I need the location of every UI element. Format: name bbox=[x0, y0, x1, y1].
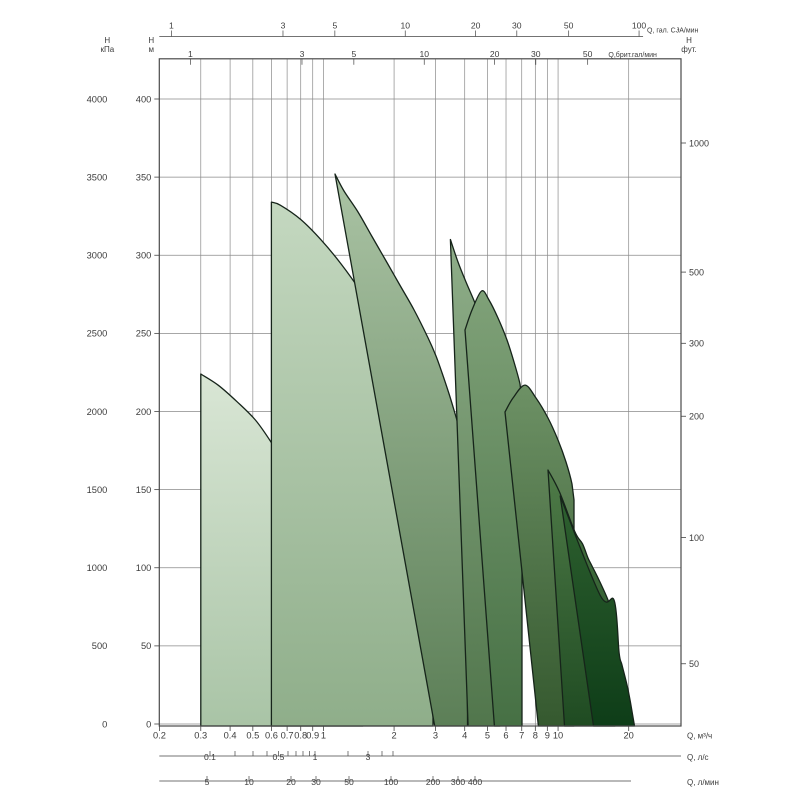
svg-text:м: м bbox=[149, 45, 155, 54]
svg-text:Q, м³/ч: Q, м³/ч bbox=[687, 732, 712, 741]
svg-text:2: 2 bbox=[391, 731, 396, 741]
svg-text:9: 9 bbox=[545, 731, 550, 741]
svg-text:50: 50 bbox=[564, 21, 574, 31]
svg-text:0.9: 0.9 bbox=[306, 731, 319, 741]
svg-text:3000: 3000 bbox=[87, 251, 108, 261]
svg-text:3500: 3500 bbox=[87, 172, 108, 182]
svg-text:1000: 1000 bbox=[87, 563, 108, 573]
svg-text:2500: 2500 bbox=[87, 329, 108, 339]
svg-text:300: 300 bbox=[136, 251, 152, 261]
svg-text:200: 200 bbox=[136, 407, 152, 417]
svg-text:0.4: 0.4 bbox=[224, 731, 237, 741]
svg-text:кПа: кПа bbox=[100, 45, 114, 54]
svg-text:1: 1 bbox=[321, 731, 326, 741]
svg-text:фут.: фут. bbox=[681, 45, 697, 54]
svg-text:4: 4 bbox=[462, 731, 467, 741]
svg-text:0.3: 0.3 bbox=[194, 731, 207, 741]
svg-text:50: 50 bbox=[583, 49, 593, 59]
svg-text:200: 200 bbox=[689, 412, 704, 422]
svg-text:500: 500 bbox=[92, 641, 108, 651]
svg-text:8: 8 bbox=[533, 731, 538, 741]
svg-text:20: 20 bbox=[624, 731, 634, 741]
svg-text:Q, л/мин: Q, л/мин bbox=[687, 778, 719, 787]
svg-text:0: 0 bbox=[146, 719, 151, 729]
svg-text:Q,брит.гал/мин: Q,брит.гал/мин bbox=[608, 51, 657, 59]
svg-text:H: H bbox=[104, 36, 110, 45]
svg-text:0.8: 0.8 bbox=[294, 731, 307, 741]
svg-text:Q, гал. СɈА/мин: Q, гал. СɈА/мин bbox=[647, 28, 698, 35]
svg-text:H: H bbox=[686, 36, 692, 45]
svg-text:3: 3 bbox=[300, 49, 305, 59]
svg-text:10: 10 bbox=[400, 21, 410, 31]
svg-text:5: 5 bbox=[485, 731, 490, 741]
svg-text:50: 50 bbox=[141, 641, 151, 651]
svg-text:250: 250 bbox=[136, 329, 152, 339]
svg-text:5: 5 bbox=[332, 21, 337, 31]
svg-text:50: 50 bbox=[689, 659, 699, 669]
svg-text:400: 400 bbox=[136, 94, 152, 104]
svg-text:0: 0 bbox=[102, 719, 107, 729]
svg-text:3: 3 bbox=[281, 21, 286, 31]
svg-text:500: 500 bbox=[689, 267, 704, 277]
svg-text:5: 5 bbox=[351, 49, 356, 59]
svg-text:0.5: 0.5 bbox=[246, 731, 259, 741]
svg-text:7: 7 bbox=[519, 731, 524, 741]
svg-text:10: 10 bbox=[419, 49, 429, 59]
svg-text:30: 30 bbox=[512, 21, 522, 31]
svg-text:1500: 1500 bbox=[87, 485, 108, 495]
svg-text:100: 100 bbox=[689, 533, 704, 543]
svg-text:4000: 4000 bbox=[87, 94, 108, 104]
svg-text:6: 6 bbox=[503, 731, 508, 741]
svg-text:20: 20 bbox=[490, 49, 500, 59]
svg-text:1000: 1000 bbox=[689, 138, 709, 148]
svg-text:3: 3 bbox=[433, 731, 438, 741]
svg-text:1: 1 bbox=[188, 49, 193, 59]
svg-text:350: 350 bbox=[136, 172, 152, 182]
svg-text:100: 100 bbox=[136, 563, 152, 573]
svg-text:2000: 2000 bbox=[87, 407, 108, 417]
svg-text:0.7: 0.7 bbox=[281, 731, 294, 741]
svg-text:1: 1 bbox=[169, 21, 174, 31]
svg-text:20: 20 bbox=[471, 21, 481, 31]
svg-text:100: 100 bbox=[632, 21, 647, 31]
svg-text:0.6: 0.6 bbox=[265, 731, 278, 741]
svg-text:300: 300 bbox=[689, 339, 704, 349]
svg-text:H: H bbox=[148, 36, 154, 45]
svg-text:0.2: 0.2 bbox=[153, 731, 166, 741]
svg-text:150: 150 bbox=[136, 485, 152, 495]
svg-text:10: 10 bbox=[553, 731, 563, 741]
svg-text:30: 30 bbox=[531, 49, 541, 59]
svg-text:Q, л/с: Q, л/с bbox=[687, 753, 709, 762]
